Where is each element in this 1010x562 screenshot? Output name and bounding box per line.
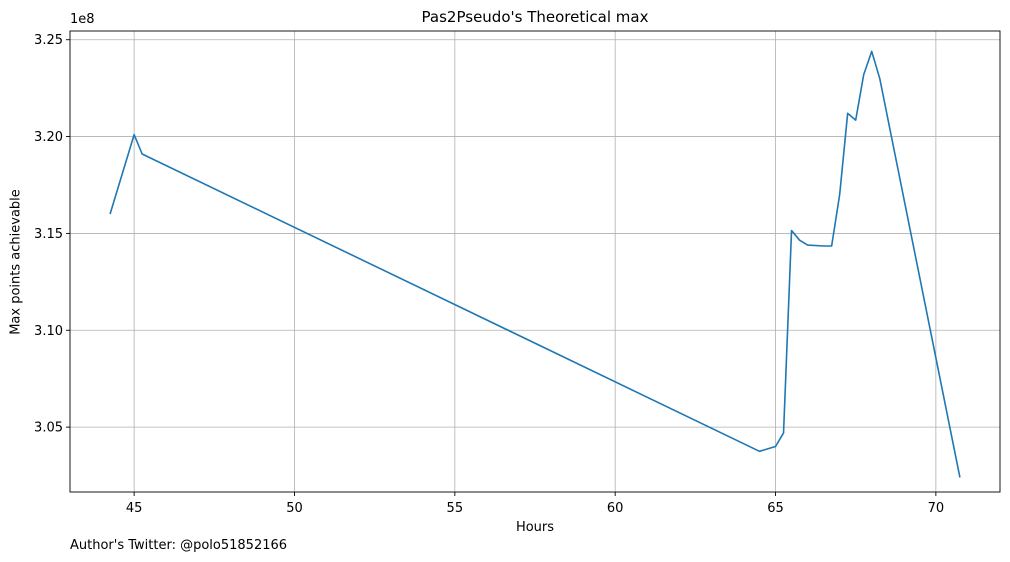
y-tick-label: 3.10 xyxy=(34,324,63,339)
x-tick-label: 50 xyxy=(286,501,303,516)
author-footnote: Author's Twitter: @polo51852166 xyxy=(70,538,288,553)
x-tick-label: 65 xyxy=(767,501,784,516)
x-axis-label: Hours xyxy=(515,520,555,535)
y-tick-label: 3.25 xyxy=(34,33,63,48)
x-tick-label: 55 xyxy=(447,501,464,516)
plot-frame xyxy=(69,30,1001,493)
x-tick-label: 45 xyxy=(126,501,143,516)
series-line xyxy=(109,50,961,478)
y-tick-label: 3.20 xyxy=(34,130,63,145)
x-tick-label: 60 xyxy=(607,501,624,516)
x-tick-label: 70 xyxy=(928,501,945,516)
y-tick-label: 3.05 xyxy=(34,421,63,436)
y-axis-offset-label: 1e8 xyxy=(70,12,95,27)
y-axis-label: Max points achievable xyxy=(8,189,24,335)
y-tick-label: 3.15 xyxy=(34,227,63,242)
chart-title: Pas2Pseudo's Theoretical max xyxy=(421,8,649,26)
